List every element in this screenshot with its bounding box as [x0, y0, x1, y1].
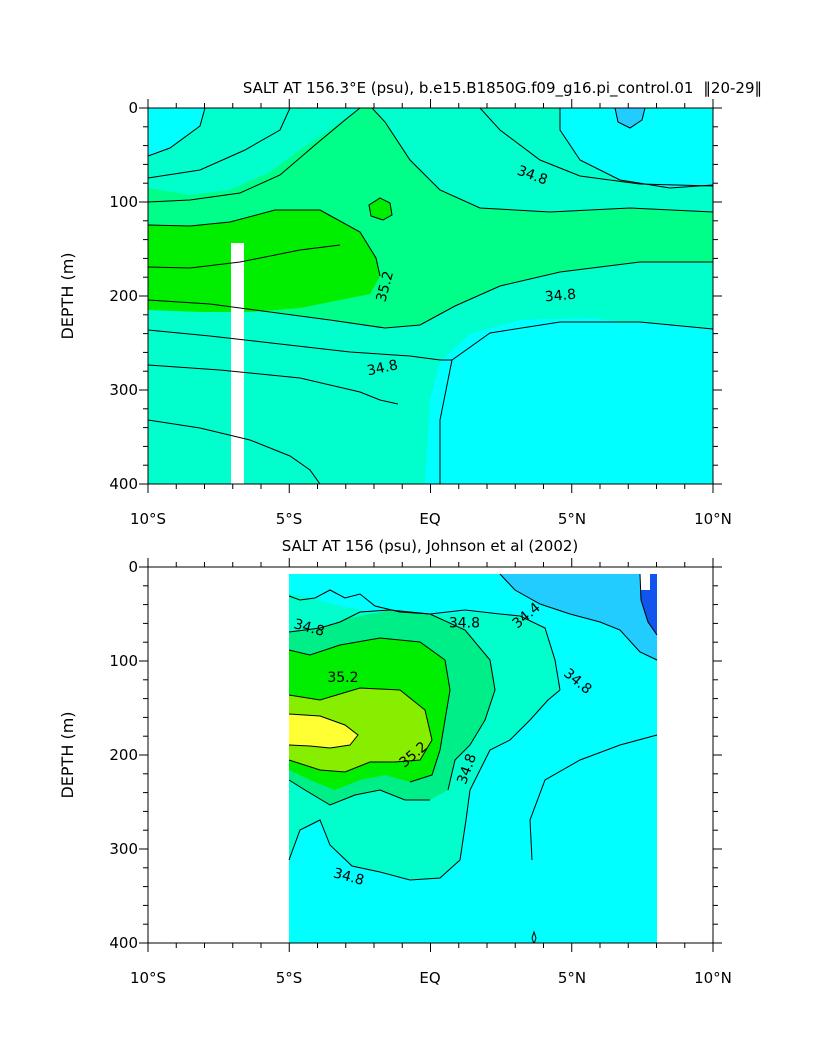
- panel1-contour: [148, 261, 713, 329]
- panel1-missing-column: [231, 243, 244, 484]
- panel2-y-tick-label: 0: [128, 558, 138, 576]
- contour-label-text: 34.8: [366, 357, 400, 379]
- panel1-contour: [362, 108, 713, 213]
- panel2-region-max: [289, 714, 358, 748]
- panel1-contour: [148, 108, 291, 179]
- panel1-title-years: 20-29: [711, 79, 755, 97]
- contour-label: 34.8: [366, 357, 400, 379]
- panel1-contour: [614, 108, 646, 129]
- contour-label: 35.2: [327, 670, 358, 686]
- panel2-y-tick-label: 200: [109, 746, 138, 764]
- panel1-y-axis-label: DEPTH (m): [58, 252, 77, 339]
- panel1-region-deep: [440, 322, 713, 484]
- panel1-x-tick-label: 10°S: [130, 510, 166, 528]
- panel1-region-35-2: [148, 210, 380, 312]
- panel1-y-tick-label: 400: [109, 475, 138, 493]
- panel2-y-tick-label: 100: [109, 652, 138, 670]
- contour-label: 34.8: [449, 615, 480, 631]
- panel1-x-tick-label: 10°N: [694, 510, 732, 528]
- panel1-contour: [439, 359, 453, 484]
- panel1-contour: [148, 244, 341, 269]
- panel2-contour: [288, 687, 433, 773]
- panel1-y-tick-label: 0: [128, 99, 138, 117]
- panel1-contour: [148, 108, 361, 203]
- panel1-contour: [148, 321, 713, 361]
- contour-label: 34.8: [544, 287, 576, 306]
- contour-label: 35.2: [374, 269, 398, 303]
- panel1-x-tick-label: 5°N: [558, 510, 586, 528]
- panel2-ticks: [139, 558, 722, 952]
- panel1-x-tick-label: 5°S: [276, 510, 303, 528]
- panel2-y-tick-label: 300: [109, 840, 138, 858]
- panel2-x-tick-label: 5°N: [558, 969, 586, 987]
- panel1-y-tick-label: 200: [109, 287, 138, 305]
- panel1-plot-area: [148, 108, 713, 484]
- panel-observed-section: SALT AT 156 (psu), Johnson et al (2002): [58, 537, 732, 987]
- panel2-contour: [288, 713, 359, 749]
- panel2-contour: [288, 589, 561, 691]
- panel1-contour: [148, 108, 206, 157]
- panel2-region-gap: [640, 574, 650, 590]
- panel2-contour: [288, 609, 496, 791]
- panel-model-section: SALT AT 156.3°E (psu), b.e15.B1850G.f09_…: [58, 79, 762, 528]
- panel1-contour: [148, 209, 381, 277]
- panel2-x-tick-label: EQ: [419, 969, 440, 987]
- panel1-contour: [559, 108, 713, 189]
- panel2-region-35-4: [289, 688, 432, 772]
- panel1-title: SALT AT 156.3°E (psu), b.e15.B1850G.f09_…: [243, 79, 762, 98]
- panel2-x-tick-labels: 10°S 5°S EQ 5°N 10°N: [130, 969, 732, 987]
- panel2-contours: [288, 573, 658, 943]
- panel2-plot-area: [288, 573, 658, 943]
- panel1-y-tick-labels: 0 100 200 300 400: [109, 99, 138, 493]
- panel2-contour: [531, 930, 537, 943]
- panel2-y-axis-label: DEPTH (m): [58, 711, 77, 798]
- contour-label-text: 34.8: [331, 865, 365, 889]
- panel1-region-ne-surface: [560, 108, 713, 188]
- panel2-contour: [288, 779, 430, 806]
- contour-label-text: 34.8: [292, 616, 326, 640]
- panel2-contour: [639, 573, 658, 636]
- contour-label: 34.8: [331, 865, 365, 889]
- panel1-contour: [479, 108, 713, 187]
- panel1-y-tick-label: 100: [109, 193, 138, 211]
- panel2-y-tick-labels: 0 100 200 300 400: [109, 558, 138, 952]
- contour-label-text: 34.8: [544, 287, 576, 306]
- panel1-contour: [148, 364, 399, 405]
- contour-label-text: 35.2: [374, 269, 398, 303]
- panel1-contour: [148, 419, 321, 484]
- panel2-x-tick-label: 10°N: [694, 969, 732, 987]
- panel1-ticks: [139, 99, 722, 493]
- panel2-contour: [529, 734, 658, 861]
- panel1-contours: [148, 108, 713, 484]
- panel2-y-tick-label: 400: [109, 934, 138, 952]
- panel2-title: SALT AT 156 (psu), Johnson et al (2002): [282, 537, 579, 555]
- panel2-contour: [288, 637, 451, 783]
- panel1-x-tick-label: EQ: [419, 510, 440, 528]
- contour-label: 34.8: [292, 616, 326, 640]
- panel1-x-tick-labels: 10°S 5°S EQ 5°N 10°N: [130, 510, 732, 528]
- panel2-region-north-fresh: [500, 574, 657, 660]
- panel2-x-tick-label: 10°S: [130, 969, 166, 987]
- panel1-contour: [368, 197, 393, 221]
- panel2-contour: [499, 573, 658, 661]
- panel1-y-tick-label: 300: [109, 381, 138, 399]
- panel1-region-surface-left: [148, 108, 205, 156]
- panel2-x-tick-label: 5°S: [276, 969, 303, 987]
- panel2-contour: [288, 689, 561, 881]
- panel1-region-blob: [369, 198, 392, 220]
- contour-label-text: 35.2: [327, 670, 358, 686]
- contour-label-text: 34.8: [449, 615, 480, 631]
